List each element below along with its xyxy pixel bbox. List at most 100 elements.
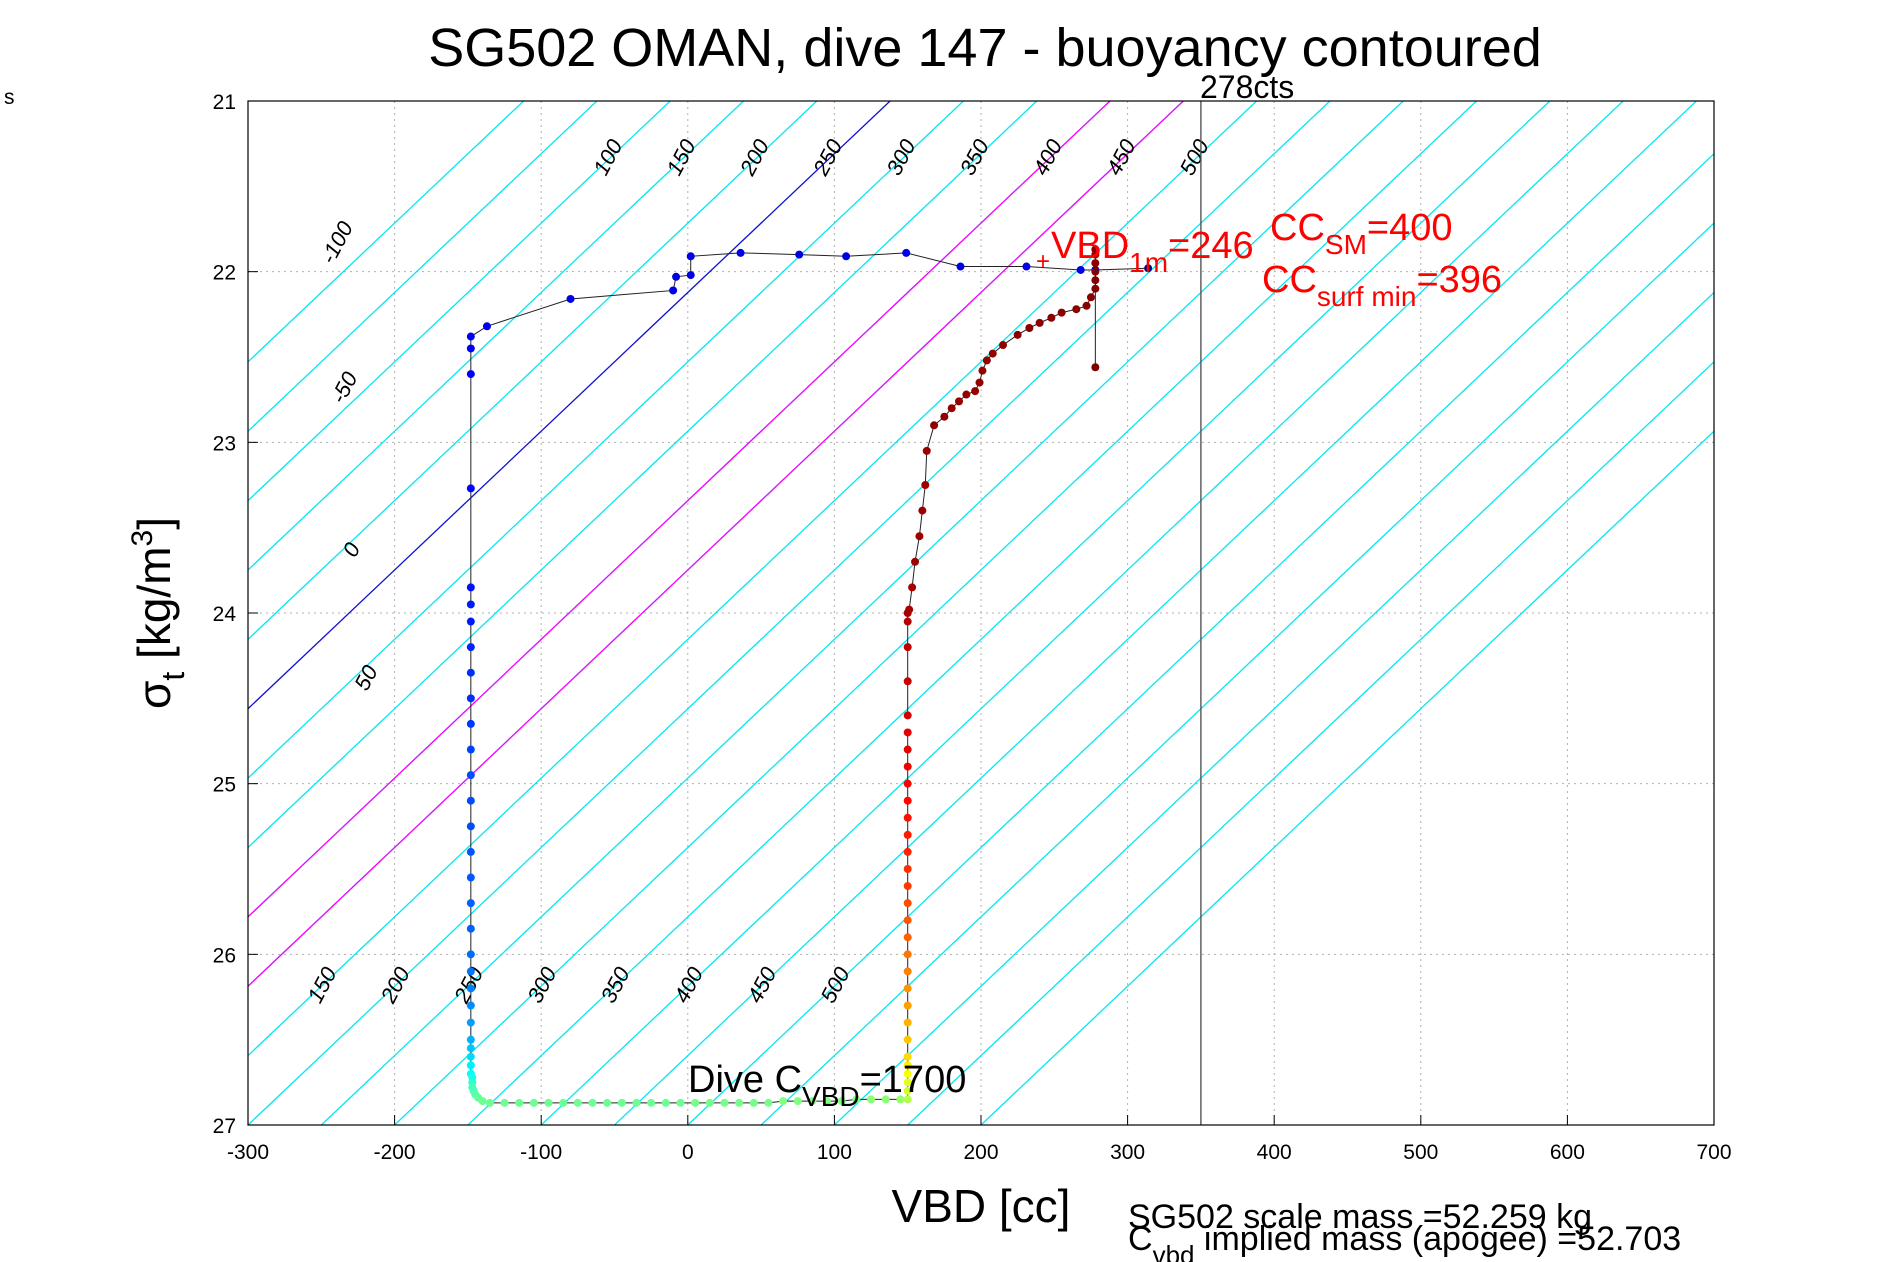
- contour-cyan: [248, 101, 1331, 1125]
- contour-cyan: [248, 101, 672, 502]
- cvbd-sub: vbd: [1153, 1240, 1195, 1262]
- data-point: [998, 341, 1007, 350]
- data-point: [903, 1052, 912, 1061]
- data-point: [515, 1098, 524, 1107]
- data-point: [962, 390, 971, 399]
- data-point: [676, 1098, 685, 1107]
- data-point: [903, 813, 912, 822]
- data-point: [903, 882, 912, 891]
- contour-cyan: [248, 101, 525, 363]
- data-point: [466, 668, 475, 677]
- data-point: [903, 899, 912, 908]
- vbd-1m-marker: +: [1036, 248, 1050, 275]
- data-point: [466, 745, 475, 754]
- data-point: [1013, 330, 1022, 339]
- data-point: [466, 984, 475, 993]
- contour-cyan: [906, 360, 1714, 1125]
- data-point: [903, 1035, 912, 1044]
- data-point: [705, 1098, 714, 1107]
- data-point: [903, 950, 912, 959]
- contour-cyan: [248, 101, 745, 571]
- data-point: [559, 1098, 568, 1107]
- data-point: [720, 1098, 729, 1107]
- data-point: [903, 796, 912, 805]
- cc-surf-main: CC: [1262, 259, 1317, 301]
- cc-surf-annotation: CCsurf min=396: [1262, 259, 1502, 312]
- data-point: [466, 344, 475, 353]
- data-point: [466, 847, 475, 856]
- grid-lines: [248, 101, 1714, 1125]
- data-point: [466, 796, 475, 805]
- data-point: [911, 557, 920, 566]
- data-point: [686, 252, 695, 261]
- data-point: [661, 1098, 670, 1107]
- cc-sm-main: CC: [1270, 207, 1325, 249]
- data-point: [795, 250, 804, 259]
- data-point: [988, 349, 997, 358]
- data-point: [466, 967, 475, 976]
- data-point: [903, 779, 912, 788]
- data-point: [466, 370, 475, 379]
- data-point: [566, 294, 575, 303]
- data-point: [466, 719, 475, 728]
- series-path: [470, 252, 1096, 605]
- data-point: [466, 600, 475, 609]
- contour-cyan: [833, 291, 1714, 1125]
- data-point: [903, 711, 912, 720]
- vbd-value: =246: [1168, 225, 1254, 267]
- data-point: [842, 252, 851, 261]
- data-point: [903, 617, 912, 626]
- x-tick-label: 300: [1110, 1141, 1145, 1164]
- data-point: [903, 1078, 912, 1087]
- surface-point: [1091, 363, 1100, 372]
- data-point: [466, 924, 475, 933]
- data-point: [903, 677, 912, 686]
- data-point: [573, 1098, 582, 1107]
- data-point: [764, 1098, 773, 1107]
- cc-sm-annotation: CCSM=400: [1270, 207, 1452, 260]
- data-point: [903, 984, 912, 993]
- y-axis-units-sup: 3: [126, 530, 159, 547]
- data-point: [808, 1097, 817, 1106]
- cc-surf-value: =396: [1416, 259, 1502, 301]
- contour-cyan: [248, 101, 598, 433]
- data-point: [485, 1098, 494, 1107]
- x-tick-label: 600: [1550, 1141, 1585, 1164]
- data-point: [617, 1098, 626, 1107]
- data-point: [482, 322, 491, 331]
- data-point: [691, 1098, 700, 1107]
- data-point: [902, 248, 911, 257]
- contour-cyan: [320, 101, 1405, 1125]
- data-point: [672, 272, 681, 281]
- vbd-main: VBD: [1051, 225, 1129, 267]
- y-tick-label: 23: [213, 432, 236, 455]
- y-axis-units-close: ]: [128, 517, 180, 530]
- x-tick-label: -300: [227, 1141, 269, 1164]
- data-point: [1082, 301, 1091, 310]
- data-point: [466, 484, 475, 493]
- data-point: [466, 1035, 475, 1044]
- data-point: [1091, 259, 1100, 268]
- cc-surf-sub: surf min: [1317, 281, 1417, 312]
- data-point: [793, 1097, 802, 1106]
- data-point: [647, 1098, 656, 1107]
- contour-cyan: [686, 152, 1714, 1125]
- implied-mass-note: Cvbd implied mass (apogee) =52.703: [1128, 1220, 1681, 1262]
- data-point: [1072, 305, 1081, 314]
- y-axis-label: σt [kg/m3]: [126, 517, 191, 709]
- data-point: [686, 271, 695, 280]
- data-point: [867, 1095, 876, 1104]
- data-point: [903, 1018, 912, 1027]
- y-tick-label: 22: [213, 262, 236, 285]
- data-point: [852, 1095, 861, 1104]
- data-point: [478, 1097, 487, 1106]
- data-point: [632, 1098, 641, 1107]
- x-tick-label: 0: [682, 1141, 694, 1164]
- y-tick-label: 26: [213, 944, 236, 967]
- cvbd-main: C: [1128, 1220, 1153, 1258]
- svg-text:σt [kg/m3]: σt [kg/m3]: [126, 517, 191, 709]
- data-point: [903, 1061, 912, 1070]
- y-axis-sub: t: [155, 672, 191, 681]
- data-point: [1022, 262, 1031, 271]
- contour-cyan: [248, 101, 818, 641]
